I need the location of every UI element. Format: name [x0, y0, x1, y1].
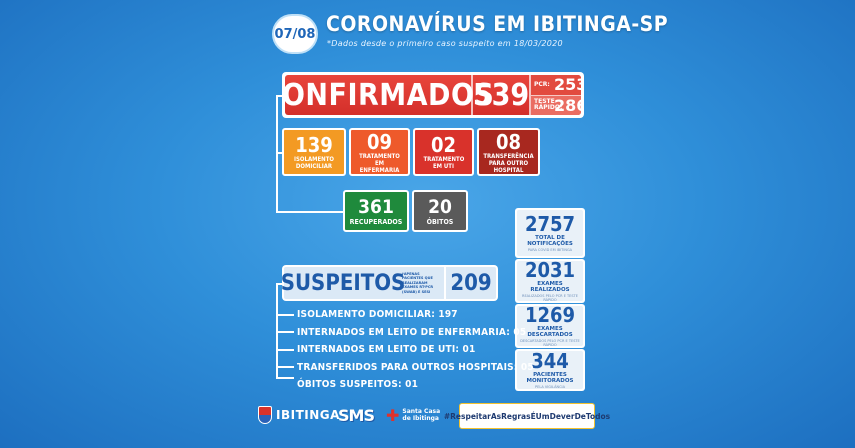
notification-value: 344 — [531, 349, 569, 373]
confirmados-panel: CONFIRMADOS 539 PCR: 253 TESTE RÁPIDO: 2… — [282, 72, 584, 118]
suspeitos-list: ISOLAMENTO DOMICILIAR: 197 INTERNADOS EM… — [297, 306, 534, 394]
notification-label: EXAMES REALIZADOS — [530, 281, 570, 293]
notification-value: 1269 — [524, 303, 576, 327]
susp-tree-top — [276, 283, 284, 285]
hashtag-banner: #RespeitarAsRegrasÉUmDeverDeTodos — [444, 403, 610, 429]
susp-branch-2 — [276, 331, 294, 333]
tree-line-status — [276, 152, 284, 154]
page-subtitle: *Dados desde o primeiro caso suspeito em… — [327, 39, 563, 48]
confirmados-value: 539 — [473, 75, 531, 115]
outcome-row: 361 RECUPERADOS 20 ÓBITOS — [343, 190, 468, 232]
status-value: 09 — [366, 129, 393, 154]
susp-branch-1 — [276, 314, 294, 316]
notification-realizados: 2031 EXAMES REALIZADOS REALIZADOS PELO P… — [515, 259, 585, 303]
tree-line-outcome — [276, 211, 344, 213]
logo-santa-casa-text: Santa Casa de Ibitinga — [402, 408, 441, 422]
status-uti: 02 TRATAMENTO EM UTI — [413, 128, 474, 176]
confirmados-label: CONFIRMADOS — [285, 75, 494, 115]
page-title: CORONAVÍRUS EM IBITINGA-SP — [326, 12, 669, 36]
tree-line-vertical — [276, 95, 278, 213]
outcome-recuperados: 361 RECUPERADOS — [343, 190, 409, 232]
suspeitos-value: 209 — [450, 270, 492, 296]
outcome-label: ÓBITOS — [426, 217, 454, 226]
notification-monitorados: 344 PACIENTES MONITORADOS PELA VIGILÂNCI… — [515, 349, 585, 391]
outcome-value: 361 — [358, 195, 394, 218]
notification-value: 2031 — [524, 258, 576, 282]
susp-branch-4 — [276, 366, 294, 368]
crest-icon — [258, 406, 272, 424]
pcr-label: PCR: — [534, 80, 550, 88]
outcome-label: RECUPERADOS — [349, 217, 403, 226]
status-label: TRATAMENTO EM UTI — [423, 156, 465, 170]
status-value: 139 — [295, 133, 333, 157]
notification-label: EXAMES DESCARTADOS — [527, 326, 573, 338]
status-transferencia: 08 TRANSFERÊNCIA PARA OUTRO HOSPITAL — [477, 128, 540, 176]
date-badge: 07/08 — [272, 14, 318, 54]
notification-label: PACIENTES MONITORADOS — [526, 372, 574, 384]
notification-sub: DESCARTADOS PELO PCR E TESTE RÁPIDO — [520, 339, 580, 347]
status-label: ISOLAMENTO DOMICILIAR — [294, 156, 334, 170]
list-item: TRANSFERIDOS PARA OUTROS HOSPITAIS: 05 — [297, 361, 534, 373]
status-label: TRANSFERÊNCIA PARA OUTRO HOSPITAL — [483, 152, 534, 174]
outcome-obitos: 20 ÓBITOS — [412, 190, 468, 232]
status-label: TRATAMENTO EM ENFERMARIA — [359, 152, 400, 174]
susp-tree-vertical — [276, 283, 278, 377]
list-item: ISOLAMENTO DOMICILIAR: 197 — [297, 309, 458, 321]
notification-descartados: 1269 EXAMES DESCARTADOS DESCARTADOS PELO… — [515, 304, 585, 348]
tree-line-conf — [276, 95, 284, 97]
list-item: INTERNADOS EM LEITO DE ENFERMARIA: 05 — [297, 326, 527, 338]
pcr-value: 253 — [554, 75, 581, 95]
logo-santa-casa: ✚ Santa Casa de Ibitinga — [386, 402, 444, 428]
logo-ibitinga: IBITINGA — [258, 402, 340, 428]
status-value: 08 — [495, 129, 522, 154]
logo-ibitinga-text: IBITINGA — [276, 408, 340, 422]
status-value: 02 — [430, 133, 457, 157]
suspeitos-note: *APENAS PACIENTES QUE REALIZARAM EXAMES … — [402, 267, 446, 299]
cross-icon: ✚ — [386, 405, 400, 425]
notification-sub: PARA COVID EM IBITINGA — [527, 248, 573, 252]
list-item: INTERNADOS EM LEITO DE UTI: 01 — [297, 344, 476, 356]
outcome-value: 20 — [428, 195, 452, 218]
status-row: 139 ISOLAMENTO DOMICILIAR 09 TRATAMENTO … — [282, 128, 540, 176]
logo-sms-text: SMS — [338, 405, 375, 425]
logo-sms: SMS — [338, 402, 375, 428]
notification-total: 2757 TOTAL DE NOTIFICAÇÕES PARA COVID EM… — [515, 208, 585, 258]
status-enfermaria: 09 TRATAMENTO EM ENFERMARIA — [349, 128, 410, 176]
notification-value: 2757 — [524, 212, 576, 236]
susp-branch-5 — [276, 377, 294, 379]
suspeitos-panel: SUSPEITOS *APENAS PACIENTES QUE REALIZAR… — [280, 265, 498, 301]
list-item: ÓBITOS SUSPEITOS: 01 — [297, 379, 419, 391]
susp-branch-3 — [276, 349, 294, 351]
rapido-label: TESTE RÁPIDO: — [534, 98, 563, 112]
rapido-value: 286 — [554, 95, 581, 115]
suspeitos-label: SUSPEITOS — [280, 270, 406, 296]
notification-label: TOTAL DE NOTIFICAÇÕES — [527, 235, 573, 247]
notification-sub: PELA VIGILÂNCIA — [535, 385, 565, 389]
notification-sub: REALIZADOS PELO PCR E TESTE RÁPIDO — [522, 294, 578, 302]
status-isolamento: 139 ISOLAMENTO DOMICILIAR — [282, 128, 346, 176]
